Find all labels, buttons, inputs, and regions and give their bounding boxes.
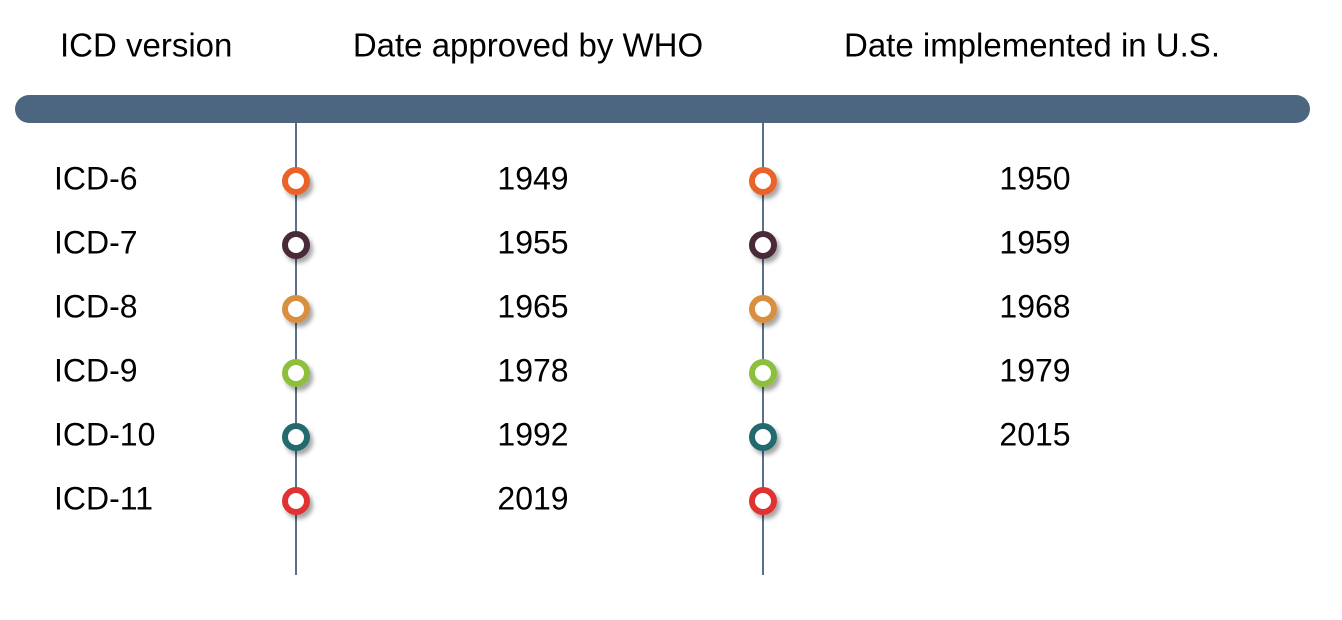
column-header: ICD version bbox=[60, 27, 232, 64]
column-header: Date implemented in U.S. bbox=[844, 27, 1220, 64]
timeline-marker bbox=[282, 167, 310, 195]
timeline-marker bbox=[282, 295, 310, 323]
icd-version: ICD-8 bbox=[54, 288, 138, 324]
timeline-marker bbox=[749, 295, 777, 323]
header-bar bbox=[15, 95, 1310, 123]
who-date: 1955 bbox=[497, 224, 568, 260]
timeline-marker bbox=[282, 359, 310, 387]
icd-version: ICD-9 bbox=[54, 352, 138, 388]
timeline-marker bbox=[749, 487, 777, 515]
who-date: 1949 bbox=[497, 160, 568, 196]
us-date: 2015 bbox=[999, 416, 1070, 452]
timeline-marker bbox=[282, 487, 310, 515]
who-date: 2019 bbox=[497, 480, 568, 516]
timeline-marker bbox=[282, 231, 310, 259]
us-date: 1979 bbox=[999, 352, 1070, 388]
who-date: 1992 bbox=[497, 416, 568, 452]
timeline-marker bbox=[749, 167, 777, 195]
us-date: 1968 bbox=[999, 288, 1070, 324]
timeline-marker bbox=[749, 231, 777, 259]
timeline-marker bbox=[282, 423, 310, 451]
icd-version: ICD-7 bbox=[54, 224, 138, 260]
timeline-marker bbox=[749, 359, 777, 387]
who-date: 1978 bbox=[497, 352, 568, 388]
icd-version: ICD-6 bbox=[54, 160, 138, 196]
us-date: 1950 bbox=[999, 160, 1070, 196]
column-header: Date approved by WHO bbox=[353, 27, 703, 64]
us-date: 1959 bbox=[999, 224, 1070, 260]
timeline-marker bbox=[749, 423, 777, 451]
icd-version: ICD-11 bbox=[54, 480, 153, 516]
icd-version: ICD-10 bbox=[54, 416, 155, 452]
who-date: 1965 bbox=[497, 288, 568, 324]
